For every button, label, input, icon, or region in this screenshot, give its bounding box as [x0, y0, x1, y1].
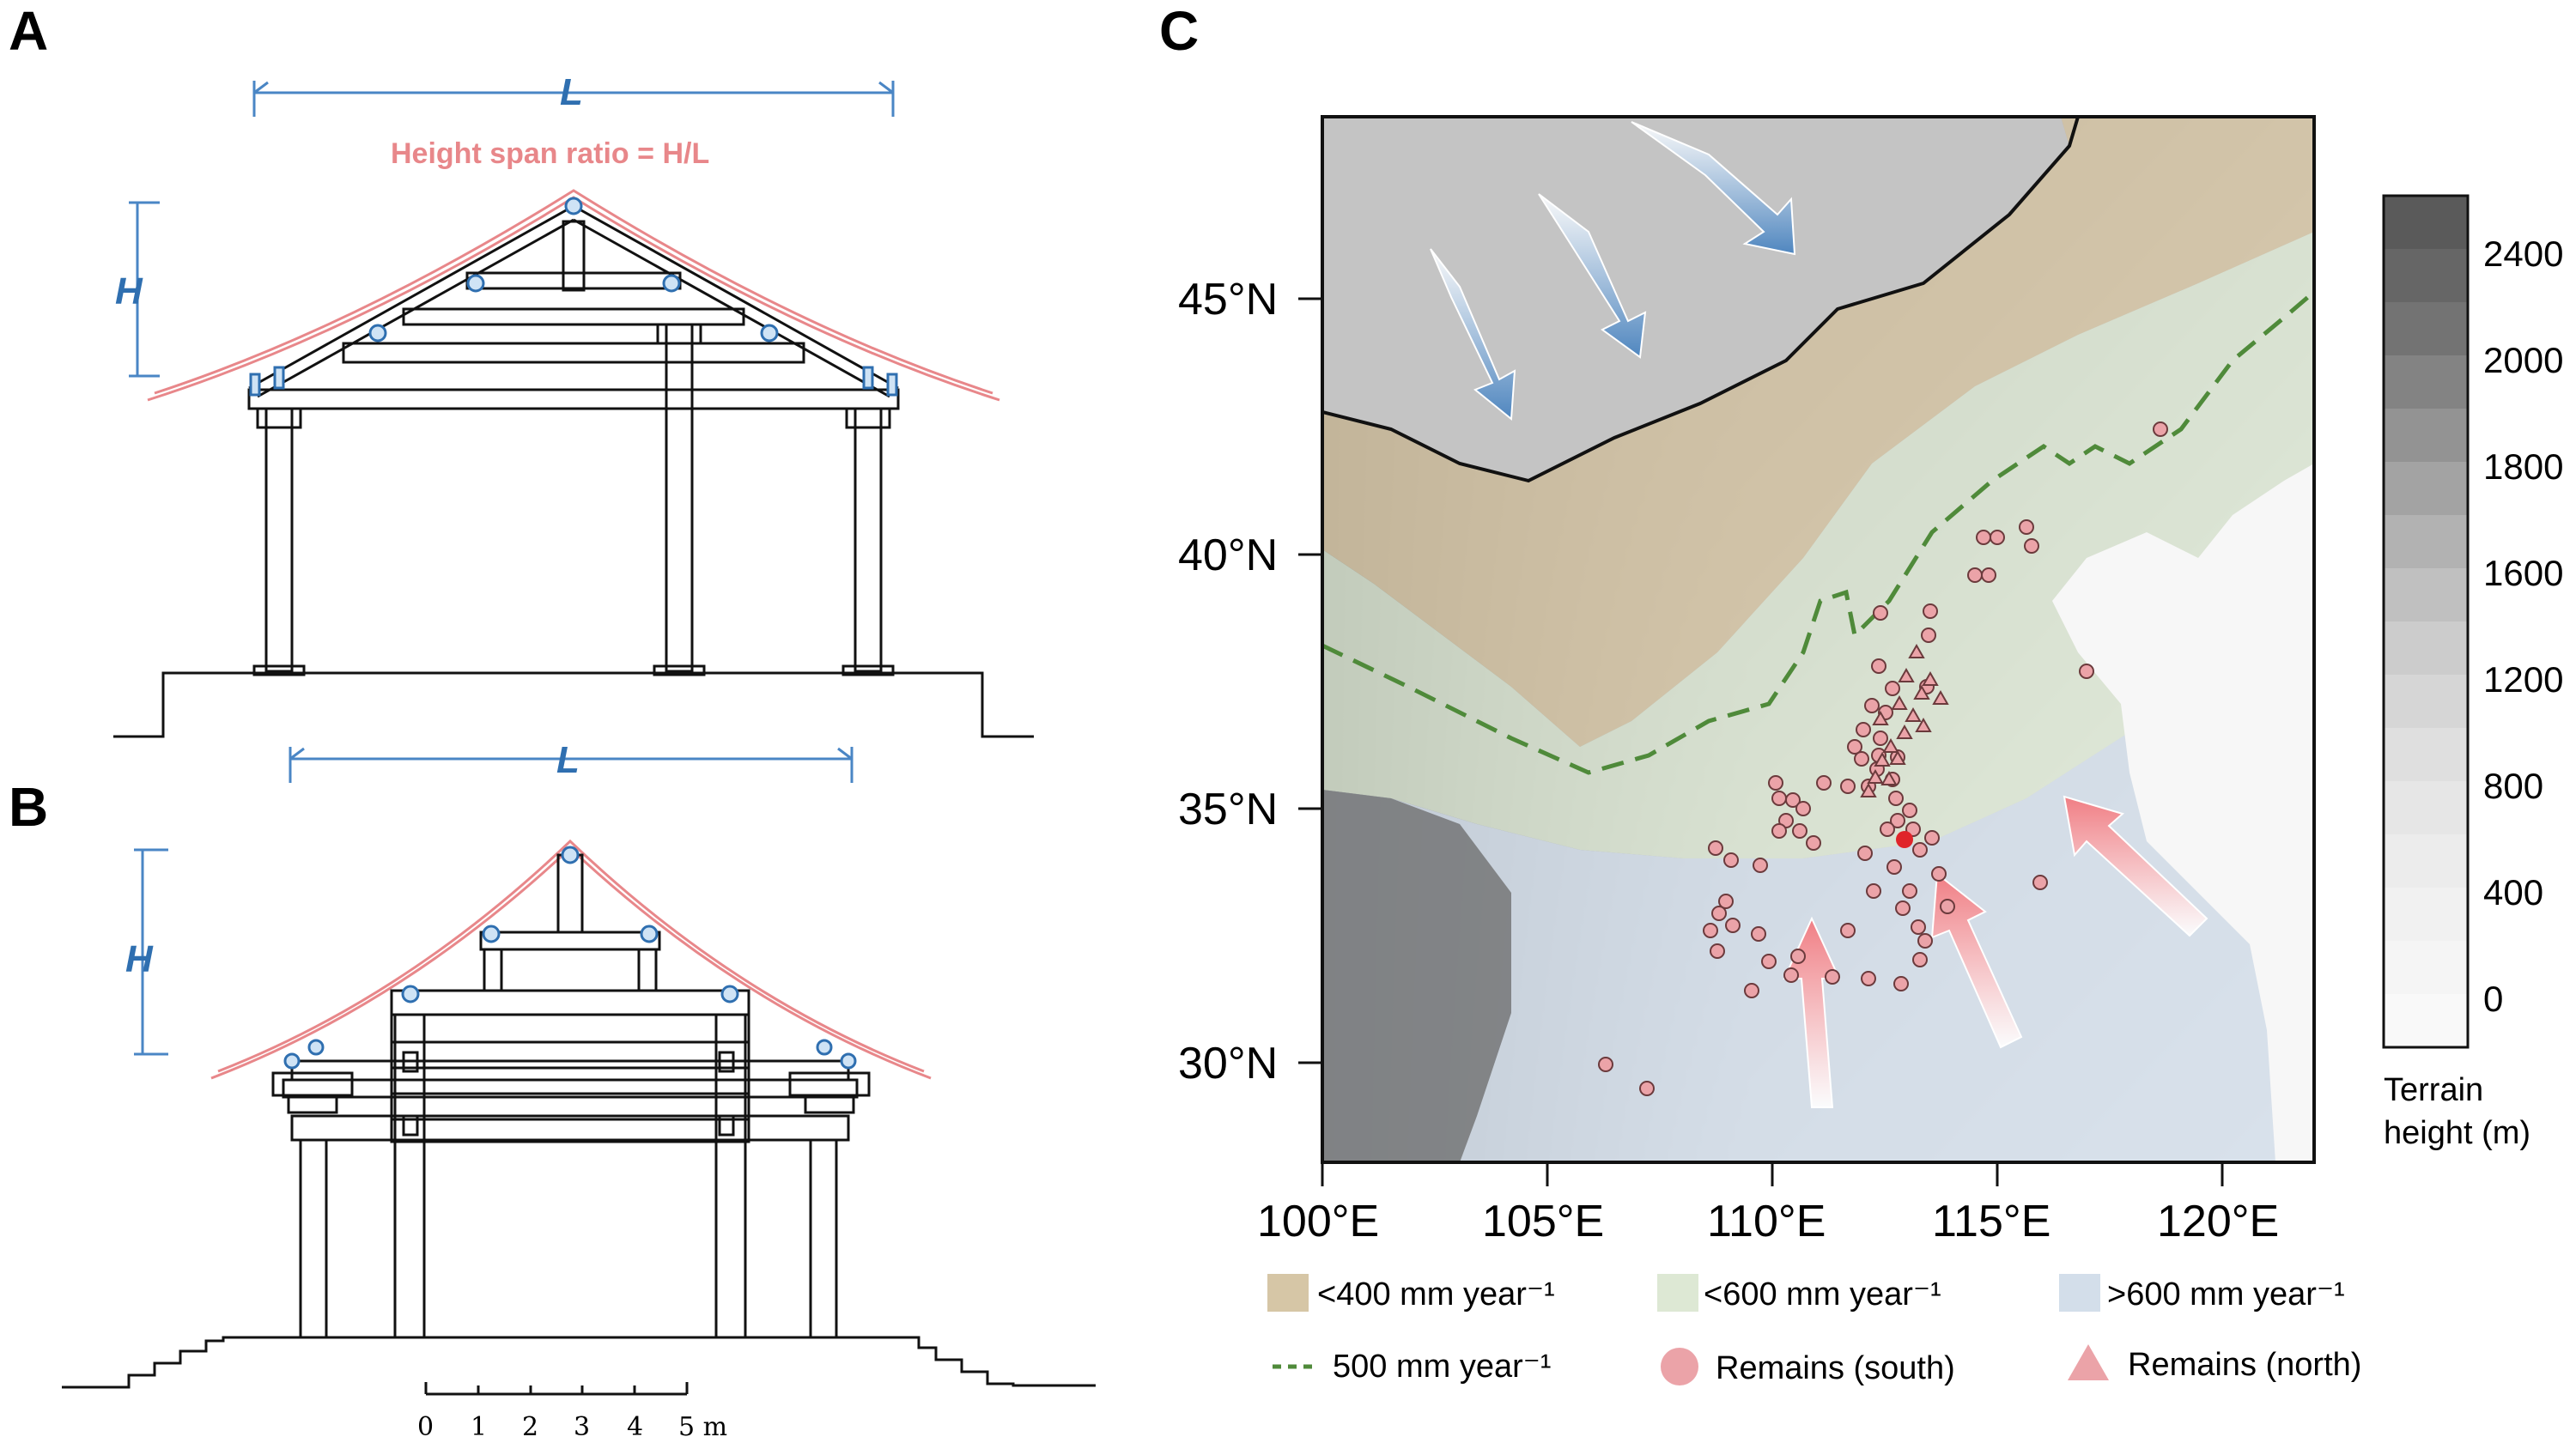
scale-tick-1: 1 [471, 1412, 487, 1442]
semi-arid-zone-region [1322, 232, 2314, 858]
bracket-sets-b [271, 1051, 871, 1137]
legend-swatch-low [1267, 1274, 1309, 1312]
longitude-axis: 100°E 105°E 110°E 115°E 120°E [1257, 1162, 2279, 1246]
legend-label-mid: <600 mm year⁻¹ [1704, 1276, 1941, 1313]
map-legend: <400 mm year⁻¹ <600 mm year⁻¹ >600 mm ye… [1267, 1274, 2361, 1386]
legend-label-remains-south: Remains (south) [1716, 1350, 1955, 1386]
scale-tick-3: 3 [574, 1412, 590, 1442]
panel-b-letter: B [9, 776, 48, 838]
platform-a [113, 671, 1034, 738]
colorbar-tick-1600: 1600 [2483, 553, 2563, 593]
lon-tick-105: 105°E [1482, 1197, 1604, 1246]
map-frame [1321, 115, 2316, 1164]
panel-c-letter: C [1159, 0, 1199, 62]
terrain-colorbar: 2400 2000 1800 1600 1200 800 400 0 Terra… [2382, 194, 2563, 1151]
colorbar-tick-0: 0 [2483, 979, 2503, 1019]
latitude-axis: 45°N 40°N 35°N 30°N [1178, 275, 1322, 1088]
plateau-region [1322, 790, 1511, 1162]
scale-tick-0: 0 [417, 1412, 434, 1442]
columns-b [299, 1013, 838, 1339]
roof-frame-a [247, 204, 900, 410]
lat-tick-30: 30°N [1178, 1039, 1278, 1088]
height-dimension-a [129, 201, 160, 378]
national-border [1322, 117, 2080, 483]
lon-tick-100: 100°E [1257, 1197, 1379, 1246]
highlight-site [1896, 831, 1913, 848]
isohyet-line [1322, 290, 2314, 775]
colorbar-tick-1800: 1800 [2483, 446, 2563, 487]
legend-remains-north-marker [2068, 1344, 2109, 1380]
panel-a: A L Height span ratio = H/L H [9, 0, 1034, 738]
lon-tick-120: 120°E [2157, 1197, 2279, 1246]
span-label-b: L [556, 739, 580, 781]
scale-tick-4: 4 [627, 1412, 643, 1442]
legend-label-isohyet: 500 mm year⁻¹ [1333, 1349, 1551, 1385]
winter-monsoon-arrows [1430, 121, 1796, 421]
panel-b: B L H [9, 739, 1096, 1442]
columns-a [252, 323, 895, 676]
colorbar-tick-1200: 1200 [2483, 659, 2563, 700]
colorbar-tick-400: 400 [2483, 872, 2543, 912]
colorbar-title-line-1: Terrain [2384, 1072, 2483, 1108]
height-label-b: H [125, 938, 154, 980]
roof-frame-b [282, 853, 859, 1143]
lon-tick-110: 110°E [1707, 1197, 1826, 1246]
lon-tick-115: 115°E [1932, 1197, 2050, 1246]
stepped-platform-b [62, 1336, 1096, 1389]
colorbar-tick-800: 800 [2483, 766, 2543, 806]
legend-remains-south-marker [1661, 1348, 1698, 1385]
panel-a-letter: A [9, 0, 48, 62]
colorbar-tick-2400: 2400 [2483, 233, 2563, 274]
span-label-a: L [560, 71, 583, 113]
legend-label-high: >600 mm year⁻¹ [2107, 1276, 2345, 1313]
height-span-ratio-label: Height span ratio = H/L [391, 137, 709, 170]
sea-region [2052, 464, 2314, 1162]
arid-zone-region [1322, 117, 2314, 747]
lat-tick-35: 35°N [1178, 785, 1278, 834]
summer-monsoon-arrows [1783, 795, 2208, 1108]
joint-markers-b [283, 846, 857, 1070]
humid-zone-region [1322, 601, 2314, 1162]
colorbar-tick-2000: 2000 [2483, 340, 2563, 380]
colorbar-title-line-2: height (m) [2384, 1115, 2530, 1151]
height-dimension-b [134, 848, 168, 1056]
scale-tick-5: 5 m [678, 1412, 727, 1442]
height-label-a: H [115, 270, 143, 312]
scale-bar: 0 1 2 3 4 5 m [417, 1382, 727, 1442]
legend-swatch-high [2059, 1274, 2100, 1312]
panel-c: C [1159, 0, 2563, 1386]
legend-label-remains-north: Remains (north) [2128, 1347, 2361, 1383]
remains-north-points [1860, 643, 1949, 797]
lat-tick-45: 45°N [1178, 275, 1278, 324]
joint-markers-a [249, 197, 898, 397]
legend-label-low: <400 mm year⁻¹ [1317, 1276, 1555, 1313]
map [1322, 117, 2314, 1162]
legend-swatch-mid [1657, 1274, 1698, 1312]
span-dimension-a [252, 81, 895, 117]
scale-tick-2: 2 [522, 1412, 538, 1442]
lat-tick-40: 40°N [1178, 531, 1278, 580]
span-dimension-b [289, 747, 854, 783]
